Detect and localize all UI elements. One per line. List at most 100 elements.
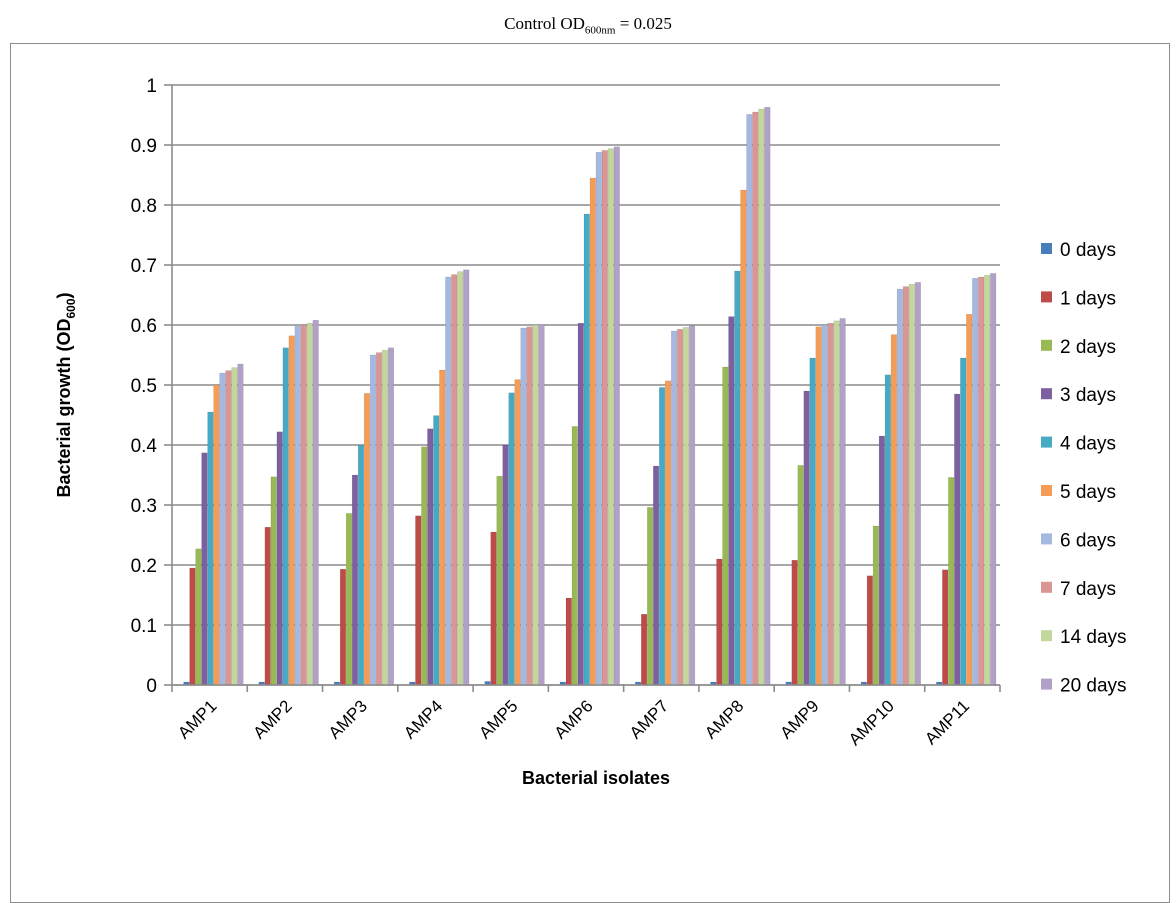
x-tick-label: AMP9 [776, 696, 822, 742]
bar [734, 270, 741, 686]
x-tick-label: AMP4 [400, 696, 446, 742]
bar [872, 525, 879, 686]
bar [508, 392, 515, 686]
bar [457, 271, 464, 686]
bar [833, 320, 840, 686]
chart-title: Control OD600nm = 0.025 [0, 14, 1176, 36]
legend-swatch [1041, 678, 1052, 690]
legend-swatch [1041, 485, 1052, 496]
y-tick-label: 0.8 [131, 196, 157, 217]
bar [270, 476, 277, 686]
legend-label: 0 days [1060, 240, 1116, 261]
bar [231, 367, 238, 686]
legend-label: 2 days [1060, 337, 1116, 358]
bar [683, 327, 690, 686]
bar [294, 325, 301, 686]
bar [381, 349, 389, 686]
bar [978, 276, 985, 686]
bar [866, 575, 873, 686]
bar [677, 328, 684, 686]
legend-swatch [1041, 243, 1052, 254]
bar [821, 324, 828, 686]
y-axis-title-main: Bacterial growth (OD [54, 319, 74, 498]
bar [288, 335, 295, 686]
x-axis-title: Bacterial isolates [522, 768, 670, 788]
x-tick-label: AMP6 [551, 696, 597, 742]
bar [421, 446, 428, 686]
y-tick-label: 0.3 [131, 496, 157, 517]
bar [601, 150, 608, 686]
legend-swatch [1041, 436, 1052, 448]
legend-swatch [1041, 388, 1052, 400]
y-axis-title: Bacterial growth (OD600) [54, 292, 78, 497]
y-axis-title-close: ) [54, 292, 74, 298]
bar [671, 330, 678, 686]
bar [902, 286, 909, 686]
bar [312, 319, 319, 686]
bar [433, 415, 440, 686]
bar [213, 384, 220, 686]
bar [972, 277, 979, 686]
bar [282, 347, 289, 686]
bar [357, 444, 365, 686]
bar [607, 148, 614, 686]
bar [306, 322, 313, 686]
x-tick-label: AMP2 [250, 696, 296, 742]
bar [577, 322, 584, 686]
bar [984, 274, 991, 686]
bar [966, 313, 973, 686]
bar [689, 325, 696, 686]
y-axis-title-sub: 600 [64, 298, 78, 318]
y-tick-labels: 0 0.1 0.2 0.3 0.4 0.5 0.6 0.7 0.8 0.9 1 [131, 76, 158, 697]
bar [502, 444, 509, 686]
x-tick-label: AMP7 [626, 696, 672, 742]
chart-title-suffix: = 0.025 [615, 14, 672, 33]
chart-title-prefix: Control OD [504, 14, 585, 33]
bar [914, 282, 921, 686]
bar [613, 146, 620, 686]
bar [948, 477, 955, 686]
bar [496, 475, 503, 686]
bar [514, 379, 521, 686]
bar [520, 327, 527, 686]
chart-title-subscript: 600nm [584, 24, 616, 37]
bar [797, 465, 804, 686]
bar [375, 352, 383, 686]
bar [908, 283, 915, 686]
bar [490, 531, 497, 686]
y-tick-label: 0 [146, 676, 157, 697]
bar [571, 426, 578, 686]
bar [207, 411, 214, 686]
y-tick-label: 1 [146, 76, 157, 97]
bar [764, 106, 771, 686]
bar [827, 322, 834, 686]
axes [171, 85, 1001, 692]
bar [746, 114, 753, 686]
bar [878, 435, 885, 686]
bar [264, 526, 271, 686]
bar [809, 357, 816, 686]
bar [526, 326, 533, 686]
y-tick-label: 0.5 [131, 376, 157, 397]
bar [752, 111, 759, 686]
legend-label: 20 days [1060, 676, 1127, 697]
bar [583, 213, 590, 686]
bar [276, 431, 283, 686]
bar [339, 568, 347, 686]
legend-swatch [1041, 339, 1052, 351]
x-tick-label: AMP5 [475, 696, 521, 742]
bar [728, 316, 735, 686]
bar [722, 366, 729, 686]
bar [791, 559, 798, 686]
y-tick-label: 0.4 [131, 436, 158, 457]
y-tick-label: 0.2 [131, 556, 157, 577]
y-tick-label: 0.9 [131, 136, 157, 157]
legend-swatch [1041, 630, 1052, 642]
x-tick-label: AMP8 [701, 696, 747, 742]
bar [653, 465, 660, 686]
bar [451, 274, 458, 686]
legend: 0 days 1 days 2 days 3 days 4 days 5 days 6 da… [1041, 240, 1127, 697]
legend-swatch [1041, 533, 1052, 545]
bar [740, 189, 747, 686]
bar [532, 324, 539, 686]
